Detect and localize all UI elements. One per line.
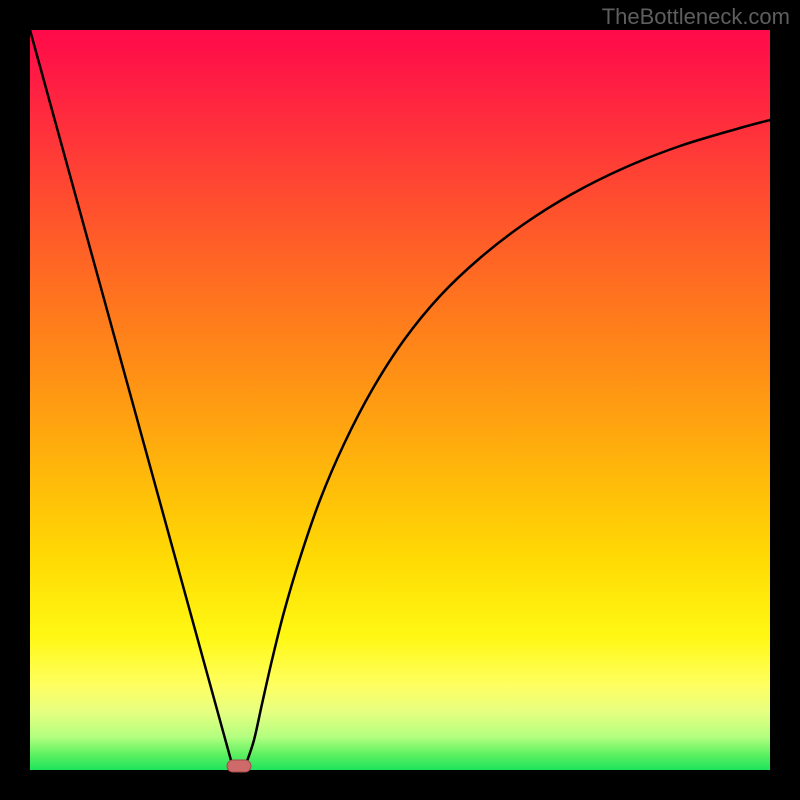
dip-marker [226, 759, 252, 773]
bottleneck-curve [0, 0, 800, 800]
chart-stage: TheBottleneck.com [0, 0, 800, 800]
curve-left-segment [30, 30, 232, 764]
watermark-text: TheBottleneck.com [602, 4, 790, 30]
curve-right-segment [246, 120, 770, 764]
